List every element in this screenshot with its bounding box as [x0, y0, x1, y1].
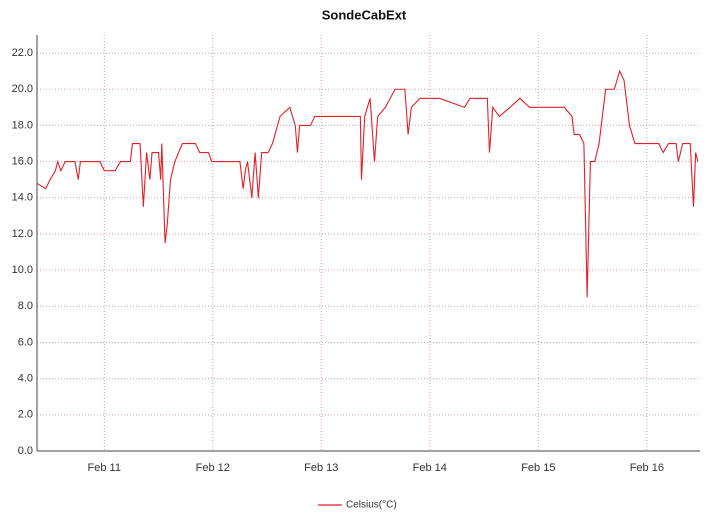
- y-tick-label: 2.0: [18, 409, 33, 421]
- y-tick-label: 22.0: [12, 47, 33, 59]
- y-tick-label: 4.0: [18, 373, 33, 385]
- y-tick-label: 16.0: [12, 156, 33, 168]
- y-tick-label: 0.0: [18, 445, 33, 457]
- legend-label: Celsius(°C): [346, 500, 397, 511]
- y-tick-label: 10.0: [12, 264, 33, 276]
- x-tick-label: Feb 11: [88, 462, 121, 474]
- x-tick-label: Feb 16: [630, 462, 664, 474]
- data-line: [36, 69, 699, 298]
- x-tick-label: Feb 15: [521, 462, 555, 474]
- y-tick-label: 20.0: [12, 83, 33, 95]
- y-tick-label: 8.0: [18, 300, 33, 312]
- y-tick-label: 12.0: [12, 228, 33, 240]
- x-tick-label: Feb 13: [304, 462, 338, 474]
- x-tick-label: Feb 12: [196, 462, 230, 474]
- y-tick-label: 14.0: [12, 192, 33, 204]
- y-tick-label: 6.0: [18, 336, 33, 348]
- x-tick-label: Feb 14: [413, 462, 447, 474]
- y-tick-label: 18.0: [12, 119, 33, 131]
- chart-title: SondeCabExt: [322, 7, 407, 22]
